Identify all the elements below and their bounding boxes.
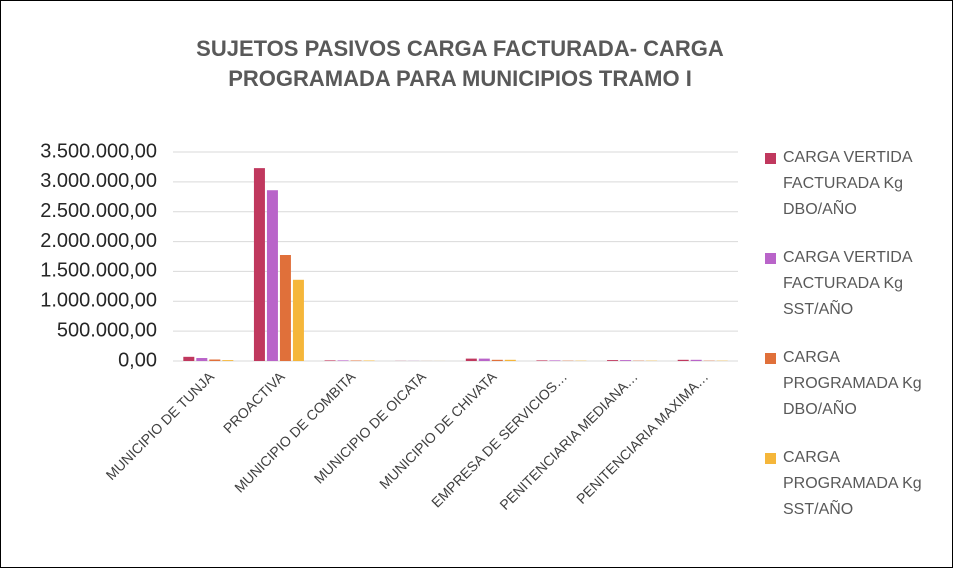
bar — [183, 356, 195, 361]
bar — [292, 279, 304, 361]
bar — [253, 168, 265, 361]
legend-item: CARGA PROGRAMADA Kg DBO/AÑO — [765, 345, 945, 423]
y-tick-label: 3.000.000,00 — [40, 170, 157, 192]
bar — [677, 359, 689, 361]
x-tick-label: PENITENCIARIA MEDIANA… — [496, 368, 640, 512]
y-tick-label: 1.000.000,00 — [40, 290, 157, 312]
legend-label: CARGA PROGRAMADA Kg SST/AÑO — [783, 449, 922, 518]
legend-label: CARGA VERTIDA FACTURADA Kg SST/AÑO — [783, 249, 912, 318]
legend-swatch — [765, 153, 776, 164]
legend-label: CARGA PROGRAMADA Kg DBO/AÑO — [783, 349, 922, 418]
y-tick-label: 2.000.000,00 — [40, 230, 157, 252]
x-tick-label: EMPRESA DE SERVICIOS… — [428, 368, 570, 510]
bar — [324, 360, 336, 361]
bar — [536, 360, 548, 361]
x-tick-label: MUNICIPIO DE TUNJA — [103, 368, 218, 483]
x-tick-label: PENITENCIARIA MAXIMA… — [573, 368, 711, 506]
x-tick-label: PROACTIVA — [220, 368, 288, 436]
bar — [690, 359, 702, 361]
bar — [196, 358, 208, 361]
bar — [279, 255, 291, 361]
bar — [607, 360, 619, 361]
chart-title: SUJETOS PASIVOS CARGA FACTURADA- CARGA P… — [196, 36, 724, 91]
legend-label: CARGA VERTIDA FACTURADA Kg DBO/AÑO — [783, 149, 912, 218]
bar — [620, 360, 632, 361]
legend-swatch — [765, 253, 776, 264]
y-tick-label: 1.500.000,00 — [40, 260, 157, 282]
y-tick-label: 0,00 — [118, 349, 157, 371]
legend-item: CARGA PROGRAMADA Kg SST/AÑO — [765, 445, 945, 523]
bar — [337, 360, 349, 361]
x-tick-label: MUNICIPIO DE COMBITA — [231, 368, 359, 496]
legend-swatch — [765, 353, 776, 364]
x-tick-label: MUNICIPIO DE CHIVATA — [376, 368, 500, 492]
bar — [478, 358, 490, 361]
bar — [491, 359, 503, 361]
bar — [504, 359, 516, 361]
y-tick-label: 500.000,00 — [57, 319, 157, 341]
y-tick-label: 2.500.000,00 — [40, 200, 157, 222]
bar — [266, 190, 278, 361]
legend-item: CARGA VERTIDA FACTURADA Kg DBO/AÑO — [765, 145, 945, 223]
legend-item: CARGA VERTIDA FACTURADA Kg SST/AÑO — [765, 245, 945, 323]
bar — [222, 360, 234, 361]
bar — [465, 358, 477, 361]
legend-swatch — [765, 453, 776, 464]
bar — [549, 360, 561, 361]
bar — [209, 359, 221, 361]
y-tick-label: 3.500.000,00 — [40, 140, 157, 162]
